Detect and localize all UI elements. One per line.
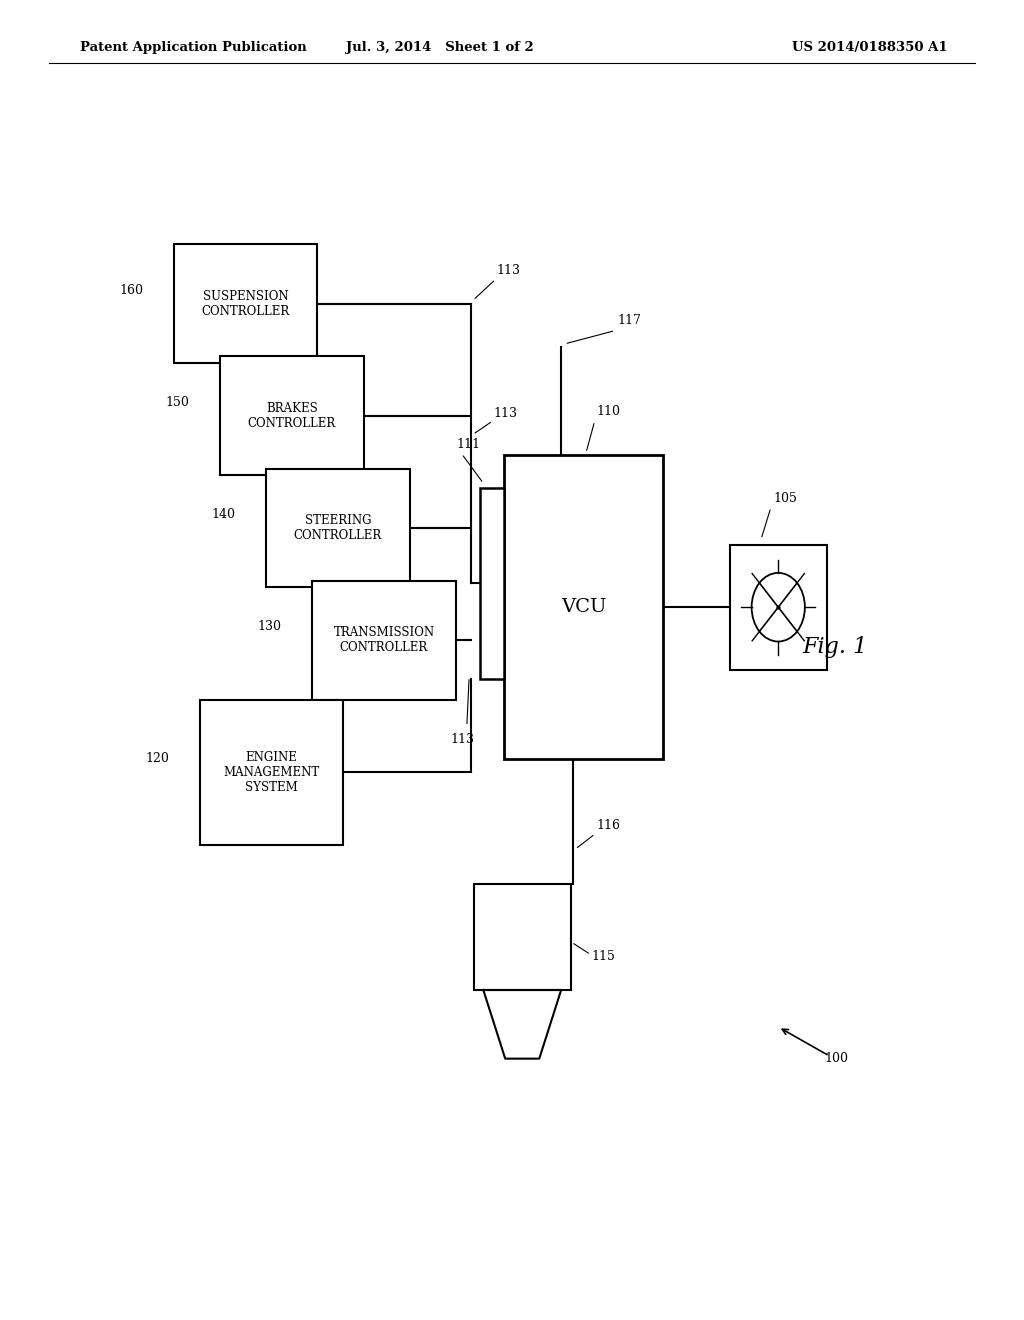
Text: 100: 100 bbox=[824, 1052, 848, 1065]
Bar bbox=[479, 488, 504, 678]
Bar bbox=[266, 469, 410, 587]
Bar bbox=[220, 356, 364, 475]
Text: 116: 116 bbox=[596, 818, 620, 832]
Text: STEERING
CONTROLLER: STEERING CONTROLLER bbox=[294, 513, 382, 543]
Text: BRAKES
CONTROLLER: BRAKES CONTROLLER bbox=[248, 401, 336, 430]
Bar bbox=[174, 244, 317, 363]
Text: 130: 130 bbox=[258, 620, 282, 634]
Text: VCU: VCU bbox=[561, 598, 606, 616]
Text: 113: 113 bbox=[494, 407, 517, 420]
Text: ENGINE
MANAGEMENT
SYSTEM: ENGINE MANAGEMENT SYSTEM bbox=[223, 751, 319, 793]
Text: 110: 110 bbox=[596, 405, 620, 418]
Text: 140: 140 bbox=[212, 508, 236, 521]
Text: 105: 105 bbox=[773, 492, 797, 504]
Text: 150: 150 bbox=[166, 396, 189, 409]
Text: TRANSMISSION
CONTROLLER: TRANSMISSION CONTROLLER bbox=[334, 626, 434, 655]
Bar bbox=[729, 544, 827, 671]
Text: Fig. 1: Fig. 1 bbox=[802, 636, 867, 657]
Text: Patent Application Publication: Patent Application Publication bbox=[80, 41, 306, 54]
Bar bbox=[504, 455, 664, 759]
Text: 160: 160 bbox=[120, 284, 143, 297]
Text: 111: 111 bbox=[456, 438, 480, 450]
Text: SUSPENSION
CONTROLLER: SUSPENSION CONTROLLER bbox=[202, 289, 290, 318]
Text: 120: 120 bbox=[145, 752, 169, 766]
Text: US 2014/0188350 A1: US 2014/0188350 A1 bbox=[792, 41, 947, 54]
Bar bbox=[200, 700, 343, 845]
Text: Jul. 3, 2014   Sheet 1 of 2: Jul. 3, 2014 Sheet 1 of 2 bbox=[346, 41, 535, 54]
Text: 113: 113 bbox=[497, 264, 520, 277]
Bar bbox=[473, 884, 571, 990]
Text: 115: 115 bbox=[592, 950, 615, 964]
Bar bbox=[312, 581, 456, 700]
Text: 113: 113 bbox=[451, 733, 475, 746]
Text: 117: 117 bbox=[617, 314, 641, 327]
